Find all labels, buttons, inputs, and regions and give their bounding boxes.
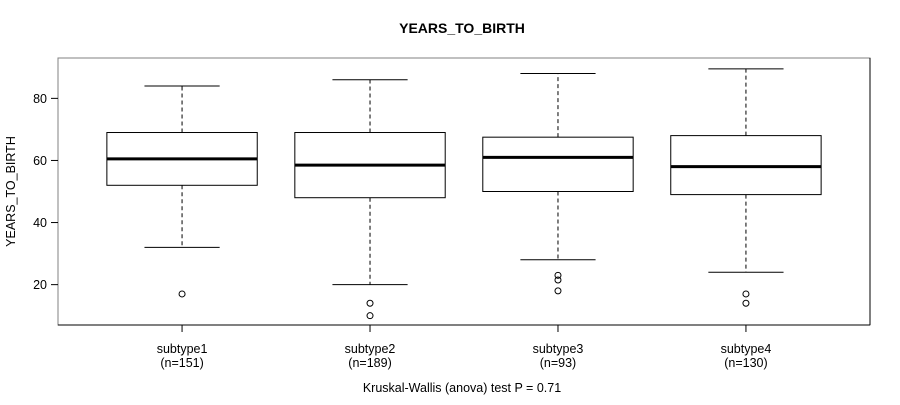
y-tick-label: 40 (33, 216, 47, 230)
category-sublabel-subtype3: (n=93) (540, 356, 576, 370)
outlier-point-subtype2 (366, 312, 374, 320)
plot-area: 20 40 60 80 subtype1(n=151) subtype2(n=189) su… (33, 57, 871, 370)
outlier-point-subtype3 (554, 271, 562, 279)
iqr-box-subtype4 (670, 135, 822, 196)
iqr-box-subtype3 (482, 136, 634, 193)
category-sublabel-subtype1: (n=151) (160, 356, 203, 370)
category-label-subtype4: subtype4 (721, 342, 772, 356)
category-label-subtype2: subtype2 (345, 342, 396, 356)
outlier-point-subtype4 (742, 290, 750, 298)
category-sublabel-subtype4: (n=130) (724, 356, 767, 370)
caption-kruskal-wallis-test: Kruskal-Wallis (anova) test P = 0.71 (363, 381, 561, 395)
y-tick-label: 80 (33, 92, 47, 106)
outlier-point-subtype3 (554, 287, 562, 295)
y-tick-label: 20 (33, 278, 47, 292)
chart-title: YEARS_TO_BIRTH (399, 20, 525, 36)
category-sublabel-subtype2: (n=189) (348, 356, 391, 370)
outlier-point-subtype1 (178, 290, 186, 298)
outlier-point-subtype4 (742, 299, 750, 307)
category-label-subtype3: subtype3 (533, 342, 584, 356)
outlier-point-subtype2 (366, 299, 374, 307)
outlier-point-subtype3 (554, 276, 562, 284)
category-label-subtype1: subtype1 (157, 342, 208, 356)
y-axis-label: YEARS_TO_BIRTH (4, 136, 18, 247)
y-tick-label: 60 (33, 154, 47, 168)
